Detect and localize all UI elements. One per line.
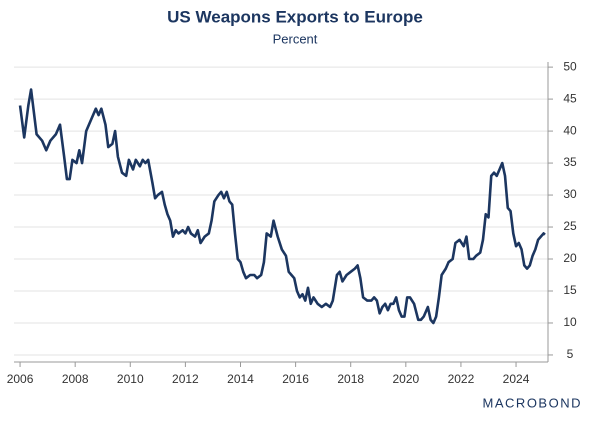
y-tick-label: 35 bbox=[563, 155, 577, 169]
x-tick-label: 2022 bbox=[448, 372, 475, 386]
chart-title: US Weapons Exports to Europe bbox=[167, 7, 423, 26]
y-tick-label: 40 bbox=[563, 123, 577, 137]
y-tick-label: 30 bbox=[563, 187, 577, 201]
y-tick-label: 45 bbox=[563, 91, 577, 105]
y-tick-label: 5 bbox=[567, 347, 574, 361]
x-tick-label: 2010 bbox=[117, 372, 144, 386]
x-tick-label: 2018 bbox=[337, 372, 364, 386]
chart-subtitle: Percent bbox=[273, 31, 318, 46]
x-tick-label: 2014 bbox=[227, 372, 254, 386]
source-logo: MACROBOND bbox=[483, 395, 582, 410]
x-tick-label: 2016 bbox=[282, 372, 309, 386]
x-tick-label: 2008 bbox=[62, 372, 89, 386]
x-tick-label: 2006 bbox=[7, 372, 34, 386]
y-tick-label: 10 bbox=[563, 315, 577, 329]
y-tick-label: 50 bbox=[563, 59, 577, 73]
x-tick-label: 2020 bbox=[392, 372, 419, 386]
y-tick-label: 25 bbox=[563, 219, 577, 233]
x-tick-label: 2024 bbox=[503, 372, 530, 386]
data-line bbox=[18, 88, 546, 325]
x-tick-label: 2012 bbox=[172, 372, 199, 386]
y-tick-label: 15 bbox=[563, 283, 577, 297]
y-tick-label: 20 bbox=[563, 251, 577, 265]
